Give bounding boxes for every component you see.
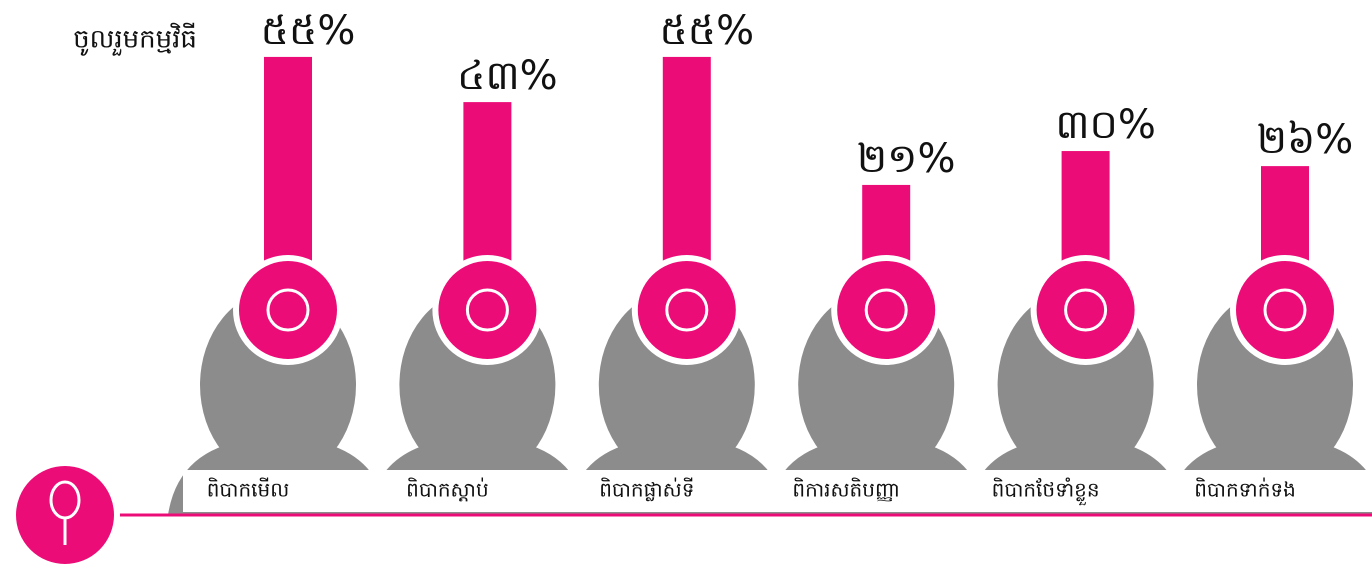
- value-label: ៥៥%: [659, 8, 754, 54]
- label-box: [183, 470, 393, 512]
- icon: [1263, 288, 1307, 332]
- chart-title: ចូលរួមកម្មវិធី: [73, 23, 197, 57]
- value-label: ២១%: [857, 136, 956, 182]
- x-tick-label: ពិបាកផ្លាស់ទី: [599, 477, 694, 502]
- icon: [665, 288, 709, 332]
- x-tick-label: ពិការសតិបញ្ញា: [792, 477, 900, 502]
- icon: [864, 288, 908, 332]
- value-label: ២៦%: [1257, 117, 1354, 163]
- icon: [1064, 288, 1108, 332]
- icon-badge: [432, 255, 543, 365]
- x-tick-label: ពិបាកថែទាំខ្លួន: [992, 477, 1100, 506]
- x-tick-label: ពិបាកមើល: [207, 477, 290, 502]
- icon-badge: [1230, 255, 1340, 365]
- icon: [266, 288, 310, 332]
- x-tick-label: ពិបាកទាក់ទង: [1194, 477, 1296, 502]
- label-box: [781, 470, 992, 512]
- label-box: [980, 470, 1191, 512]
- bars: ៥៥% ពិបាកមើល ៤៣% ពិបាកស្តាប់ ៥៥% ពិបាកផ្លាស់ទ…: [183, 8, 1372, 512]
- balloon-badge: [10, 460, 120, 570]
- icon: [465, 288, 509, 332]
- icon-badge: [1030, 255, 1141, 365]
- label-box: [1180, 470, 1372, 512]
- label-box: [382, 470, 593, 512]
- value-label: ៥៥%: [261, 8, 356, 54]
- value-label: ៤៣%: [457, 53, 558, 99]
- icon-badge: [233, 255, 343, 365]
- label-box: [581, 470, 792, 512]
- x-tick-label: ពិបាកស្តាប់: [406, 477, 489, 502]
- value-label: ៣០%: [1055, 102, 1156, 148]
- icon-badge: [631, 255, 742, 365]
- icon-badge: [831, 255, 942, 365]
